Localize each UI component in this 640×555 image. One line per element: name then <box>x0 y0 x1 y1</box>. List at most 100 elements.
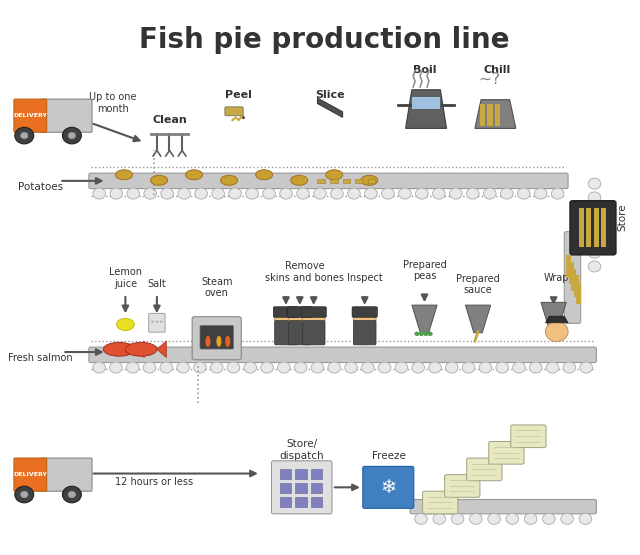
Circle shape <box>488 513 500 524</box>
Circle shape <box>311 362 324 373</box>
Ellipse shape <box>125 342 157 356</box>
Circle shape <box>429 362 442 373</box>
Text: Freeze: Freeze <box>372 451 406 461</box>
Circle shape <box>178 188 191 199</box>
Circle shape <box>588 247 601 258</box>
FancyBboxPatch shape <box>410 500 596 514</box>
FancyBboxPatch shape <box>302 321 325 345</box>
Circle shape <box>588 233 601 244</box>
Circle shape <box>63 486 81 503</box>
Text: Inspect: Inspect <box>347 273 383 283</box>
Text: Peel: Peel <box>225 90 252 100</box>
FancyBboxPatch shape <box>353 321 376 345</box>
Circle shape <box>161 188 173 199</box>
Circle shape <box>580 362 593 373</box>
Circle shape <box>545 322 568 341</box>
Circle shape <box>470 513 482 524</box>
Circle shape <box>93 362 106 373</box>
FancyBboxPatch shape <box>287 307 312 317</box>
FancyBboxPatch shape <box>14 458 47 491</box>
Bar <box>355 179 363 183</box>
Text: Clean: Clean <box>152 115 187 125</box>
Ellipse shape <box>221 175 237 185</box>
Ellipse shape <box>115 170 132 180</box>
Circle shape <box>353 309 376 329</box>
Bar <box>602 209 607 247</box>
Circle shape <box>524 513 537 524</box>
FancyBboxPatch shape <box>89 173 568 189</box>
Ellipse shape <box>216 336 221 347</box>
Circle shape <box>68 491 76 498</box>
Circle shape <box>467 188 479 199</box>
FancyBboxPatch shape <box>511 425 546 447</box>
Ellipse shape <box>291 175 308 185</box>
Circle shape <box>195 188 207 199</box>
Polygon shape <box>135 341 144 357</box>
Circle shape <box>433 188 445 199</box>
Bar <box>280 483 291 493</box>
Circle shape <box>588 192 601 203</box>
Circle shape <box>451 513 464 524</box>
Circle shape <box>428 332 433 336</box>
Bar <box>412 98 440 109</box>
Circle shape <box>278 362 290 373</box>
Circle shape <box>68 132 76 139</box>
Circle shape <box>479 362 492 373</box>
FancyBboxPatch shape <box>225 107 243 115</box>
Circle shape <box>588 206 601 217</box>
Bar <box>576 282 581 304</box>
Bar <box>330 179 338 183</box>
FancyBboxPatch shape <box>467 458 502 481</box>
Ellipse shape <box>361 175 378 185</box>
Bar <box>296 483 307 493</box>
Circle shape <box>365 188 377 199</box>
Text: DELIVERY: DELIVERY <box>13 113 47 118</box>
Circle shape <box>127 362 139 373</box>
Circle shape <box>275 309 298 329</box>
Circle shape <box>143 362 156 373</box>
Circle shape <box>109 362 122 373</box>
Polygon shape <box>157 341 166 357</box>
Bar <box>342 179 350 183</box>
Circle shape <box>513 362 525 373</box>
Text: Lemon
juice: Lemon juice <box>109 267 142 289</box>
Bar <box>569 262 573 284</box>
Bar <box>368 179 376 183</box>
Polygon shape <box>545 316 568 323</box>
FancyBboxPatch shape <box>275 321 298 345</box>
Circle shape <box>415 513 428 524</box>
Circle shape <box>552 188 564 199</box>
Polygon shape <box>406 90 447 128</box>
FancyBboxPatch shape <box>14 99 47 132</box>
Text: Salt: Salt <box>147 279 166 289</box>
Ellipse shape <box>205 336 211 347</box>
Circle shape <box>328 362 340 373</box>
Circle shape <box>588 220 601 230</box>
FancyBboxPatch shape <box>289 321 311 345</box>
Circle shape <box>561 513 573 524</box>
Text: Prepared
peas: Prepared peas <box>403 260 446 281</box>
Circle shape <box>412 362 424 373</box>
Polygon shape <box>412 305 437 332</box>
Text: 12 hours or less: 12 hours or less <box>115 477 193 487</box>
FancyBboxPatch shape <box>271 461 332 514</box>
Circle shape <box>362 362 374 373</box>
Circle shape <box>378 362 391 373</box>
Polygon shape <box>475 100 516 128</box>
Circle shape <box>534 188 547 199</box>
Circle shape <box>588 178 601 189</box>
Circle shape <box>212 188 225 199</box>
Bar <box>280 469 291 479</box>
Bar <box>296 469 307 479</box>
FancyBboxPatch shape <box>192 317 241 360</box>
Text: ?: ? <box>492 72 500 87</box>
FancyBboxPatch shape <box>89 347 596 362</box>
Circle shape <box>518 188 530 199</box>
Ellipse shape <box>150 175 168 185</box>
Circle shape <box>445 362 458 373</box>
Text: ❄: ❄ <box>380 478 397 497</box>
FancyBboxPatch shape <box>40 99 92 132</box>
FancyBboxPatch shape <box>200 326 234 349</box>
FancyBboxPatch shape <box>273 307 299 317</box>
Circle shape <box>144 188 157 199</box>
